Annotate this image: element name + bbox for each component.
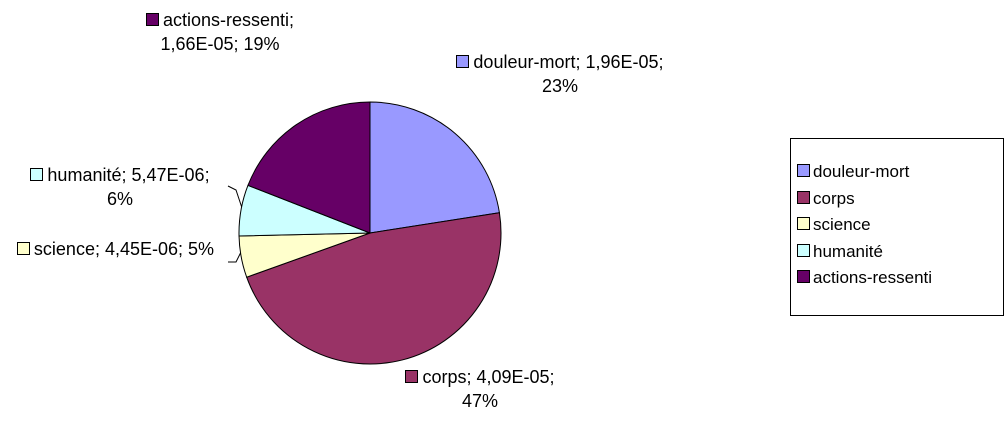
label-marker <box>30 168 44 181</box>
legend-label: science <box>813 215 871 234</box>
label-separator: ; <box>289 10 295 30</box>
label-percent: 47% <box>461 391 499 411</box>
legend-item: science <box>797 215 871 235</box>
legend-swatch <box>797 217 810 230</box>
leader-line <box>227 185 243 209</box>
legend-label: douleur-mort <box>813 162 910 181</box>
label-separator: ; <box>121 165 132 185</box>
label-marker <box>16 242 30 255</box>
legend-label: corps <box>813 188 855 208</box>
label-marker <box>405 370 419 383</box>
legend-label: humanité <box>813 241 883 261</box>
legend-swatch <box>797 164 810 177</box>
label-separator: ; <box>204 165 210 185</box>
legend-swatch <box>797 190 810 204</box>
pie-slice <box>369 101 500 234</box>
label-name: actions-ressenti <box>162 10 290 30</box>
label-separator: ; <box>549 367 555 387</box>
legend-item: actions-ressenti <box>797 268 932 288</box>
label-value: 4,45E-06 <box>104 239 179 259</box>
label-percent: 19% <box>243 34 280 54</box>
data-label: science; 4,45E-06; 5% <box>8 237 223 261</box>
label-separator: ; <box>178 239 189 259</box>
data-label: actions-ressenti; 1,66E-05; 19% <box>135 8 305 56</box>
label-separator: ; <box>658 52 664 72</box>
label-name: science <box>33 239 95 259</box>
label-value: 5,47E-06 <box>131 165 205 185</box>
label-separator: ; <box>575 52 586 72</box>
label-percent: 6% <box>106 189 133 209</box>
pie-slice <box>246 212 502 365</box>
label-marker <box>145 13 159 26</box>
label-marker <box>456 55 470 68</box>
legend-swatch <box>797 270 810 283</box>
label-value: 1,96E-05 <box>585 52 659 72</box>
legend-item: douleur-mort <box>797 162 909 182</box>
legend-label: actions-ressenti <box>813 268 933 287</box>
label-value: 1,66E-05 <box>160 34 234 54</box>
label-separator: ; <box>466 367 477 387</box>
label-name: corps <box>422 367 467 387</box>
data-label: humanité; 5,47E-06; 6% <box>20 163 220 211</box>
data-label: douleur-mort; 1,96E-05; 23% <box>455 50 665 98</box>
label-value: 4,09E-05 <box>476 367 550 387</box>
label-separator: ; <box>94 239 105 259</box>
label-percent: 5% <box>188 239 215 259</box>
legend-item: humanité <box>797 242 883 262</box>
label-separator: ; <box>233 34 244 54</box>
label-name: humanité <box>47 165 122 185</box>
pie-slice <box>247 101 371 234</box>
legend-swatch <box>797 243 810 257</box>
legend: douleur-mort corps science humanité actions-… <box>790 138 1004 316</box>
label-name: douleur-mort <box>473 52 576 72</box>
data-label: corps; 4,09E-05; 47% <box>385 365 575 413</box>
legend-item: corps <box>797 189 855 209</box>
label-percent: 23% <box>541 76 579 96</box>
